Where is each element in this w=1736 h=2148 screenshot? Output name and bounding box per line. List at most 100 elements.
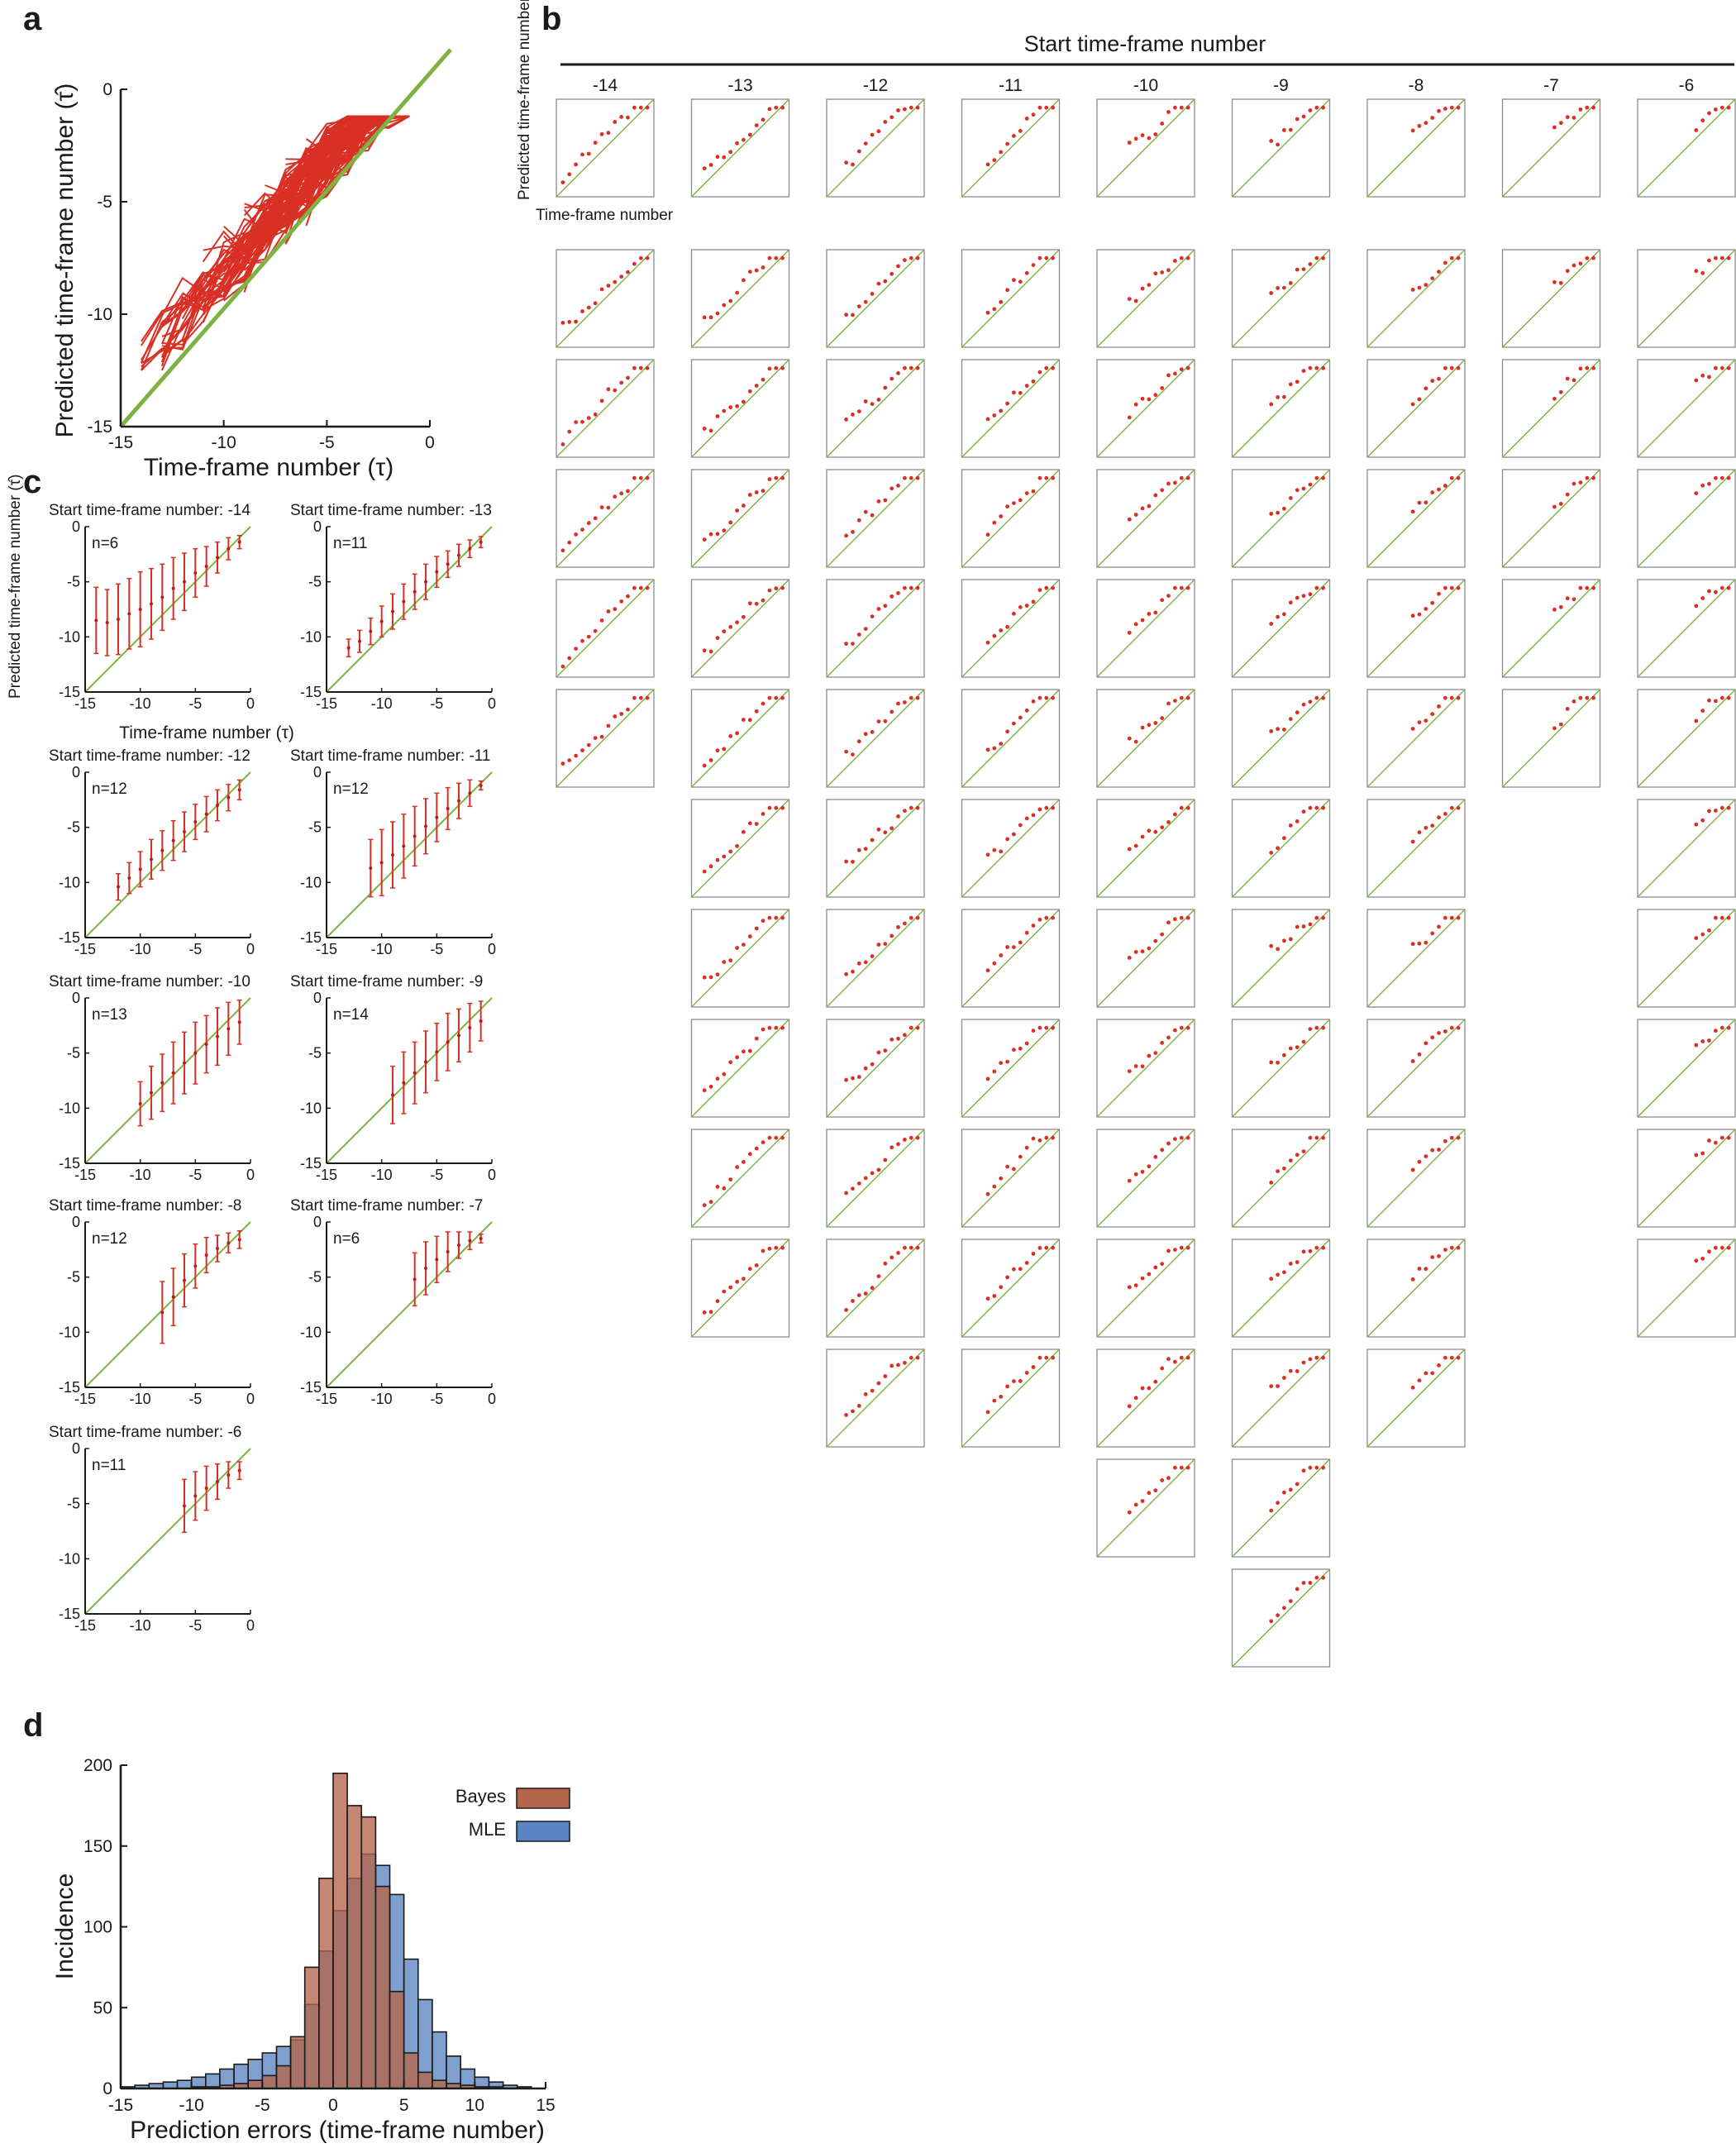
data-point: [638, 255, 643, 260]
mean-point: [435, 570, 439, 574]
data-point: [708, 649, 713, 654]
data-point: [903, 1245, 907, 1250]
data-point: [1424, 1154, 1428, 1158]
data-point: [1314, 1135, 1319, 1140]
data-point: [1424, 718, 1428, 723]
data-point: [1012, 1379, 1016, 1383]
data-point: [1301, 702, 1306, 707]
data-point: [876, 1050, 881, 1055]
data-point: [580, 527, 584, 532]
subplot-title: Start time-frame number: -8: [49, 1197, 241, 1215]
data-point: [1694, 491, 1699, 495]
data-point: [883, 279, 888, 284]
data-point: [1591, 695, 1595, 700]
data-point: [903, 258, 907, 262]
b-subplot: [1366, 359, 1466, 458]
b-subplot: [1096, 689, 1195, 788]
b-subplot: [961, 249, 1061, 348]
mean-point: [160, 1310, 165, 1315]
identity-line: [1232, 1458, 1330, 1558]
data-point: [638, 105, 643, 110]
data-point: [1308, 108, 1313, 112]
identity-line: [826, 98, 925, 198]
b-subplot: [690, 359, 790, 458]
b-subplot: [1366, 98, 1466, 198]
data-point: [915, 1025, 920, 1030]
data-point: [856, 961, 861, 966]
data-point: [1301, 267, 1306, 271]
data-point: [1012, 1267, 1016, 1272]
data-point: [1295, 1153, 1300, 1158]
data-point: [1719, 585, 1724, 590]
data-point: [1153, 1488, 1158, 1493]
data-point: [708, 864, 713, 869]
data-point: [1578, 107, 1583, 112]
data-point: [1571, 378, 1576, 383]
data-point: [1044, 915, 1049, 920]
data-point: [992, 1184, 997, 1189]
data-point: [1179, 1465, 1184, 1470]
data-point: [1179, 585, 1184, 590]
data-point: [702, 1088, 707, 1093]
data-point: [1565, 269, 1570, 274]
data-point: [1147, 1386, 1152, 1391]
panel-b: b Start time-frame number -14 -13 -12 -11 -1…: [516, 0, 1736, 1668]
data-point: [1269, 139, 1274, 143]
data-point: [909, 695, 913, 700]
data-point: [1726, 365, 1731, 370]
data-point: [728, 1177, 733, 1181]
b-subplot: [1637, 689, 1736, 788]
data-point: [1153, 393, 1158, 398]
data-point: [1269, 1181, 1274, 1185]
data-point: [844, 313, 848, 317]
data-point: [844, 1191, 848, 1196]
data-point: [638, 365, 643, 370]
data-point: [1044, 255, 1049, 260]
mean-point: [193, 820, 198, 823]
data-point: [883, 1048, 888, 1053]
data-point: [1005, 729, 1009, 734]
data-point: [915, 365, 920, 370]
data-point: [1127, 1404, 1132, 1409]
mean-point: [193, 1051, 198, 1055]
x-tick-label: -5: [430, 695, 443, 712]
identity-line: [1096, 359, 1195, 458]
data-point: [1160, 1366, 1165, 1371]
data-point: [1166, 1476, 1171, 1481]
data-point: [574, 532, 578, 537]
data-point: [1585, 585, 1590, 590]
data-point: [1140, 396, 1145, 401]
data-point: [915, 105, 920, 110]
data-point: [1185, 105, 1190, 110]
data-point: [774, 1245, 779, 1250]
data-point: [1288, 1046, 1293, 1051]
data-point: [903, 1033, 907, 1038]
x-tick-label: 0: [488, 695, 496, 712]
identity-line: [1232, 249, 1330, 348]
data-point: [1127, 847, 1132, 852]
b-subplot: [1231, 579, 1331, 678]
identity-line: [1096, 1019, 1195, 1118]
data-point: [844, 160, 848, 165]
mean-point: [402, 599, 406, 604]
y-tick-label: -15: [300, 1379, 322, 1396]
data-point: [1726, 475, 1731, 480]
data-point: [593, 628, 598, 633]
data-point: [742, 1160, 746, 1164]
data-point: [909, 1245, 913, 1250]
y-tick-label: 0: [103, 2079, 112, 2098]
data-point: [574, 647, 578, 651]
data-point: [915, 1245, 920, 1250]
identity-line: [1096, 909, 1195, 1008]
data-point: [992, 158, 997, 163]
identity-line: [556, 98, 655, 198]
data-point: [722, 155, 727, 160]
data-point: [1308, 482, 1313, 487]
histogram-bar-bayes: [417, 2071, 433, 2089]
data-point: [1437, 924, 1441, 929]
data-point: [903, 700, 907, 704]
data-point: [915, 695, 920, 700]
data-point: [1133, 136, 1138, 141]
mean-point: [413, 590, 417, 594]
data-point: [1024, 270, 1029, 275]
